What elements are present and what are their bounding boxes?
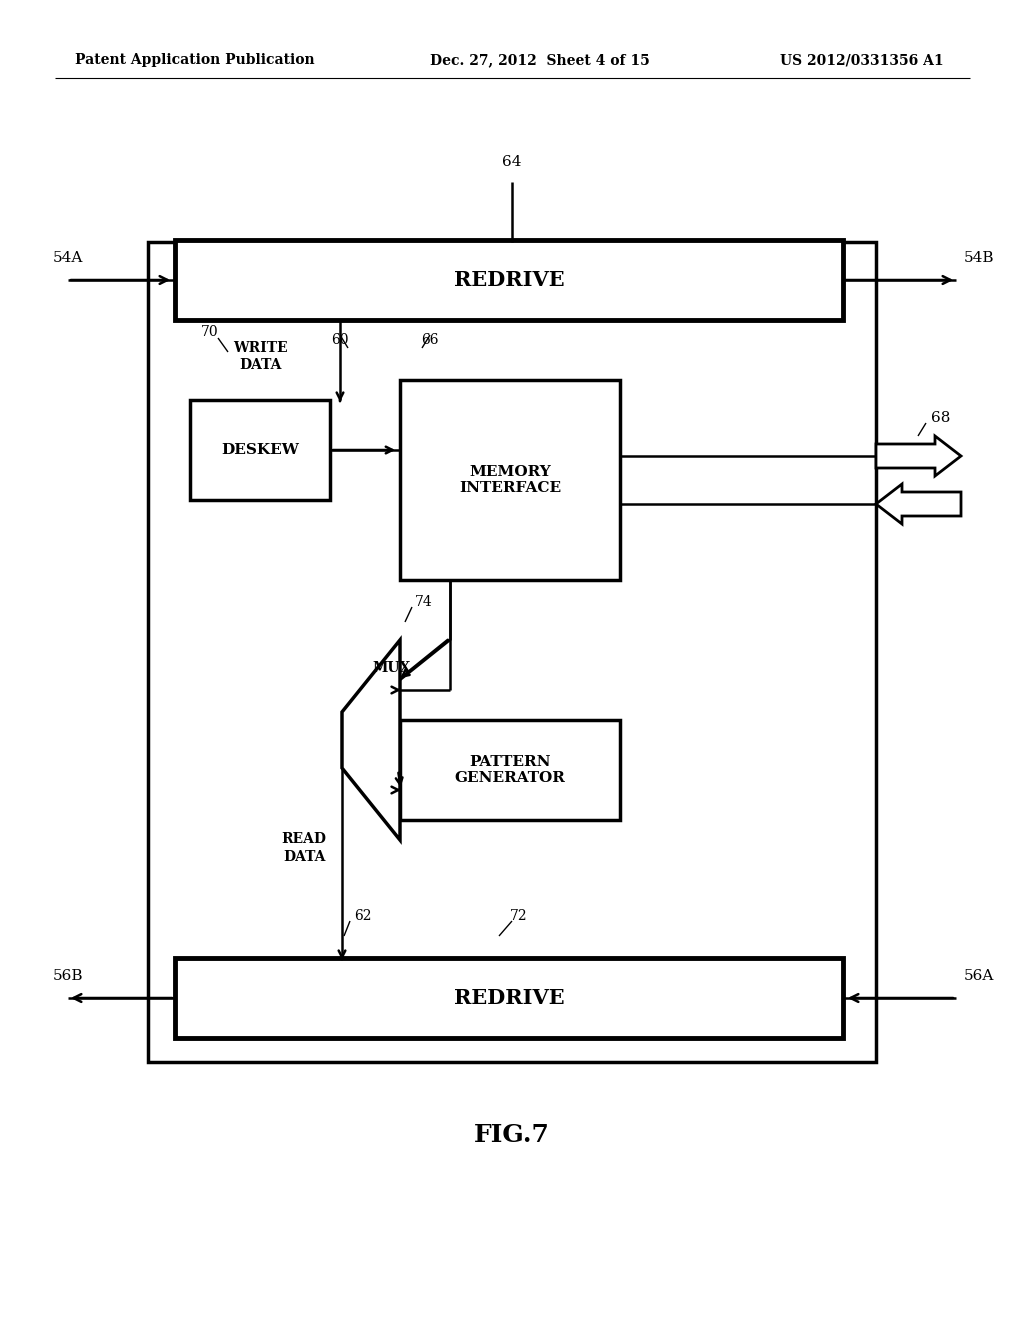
Bar bbox=[175, 240, 843, 319]
Text: DESKEW: DESKEW bbox=[221, 444, 299, 457]
Bar bbox=[148, 242, 876, 1063]
Text: REDRIVE: REDRIVE bbox=[454, 271, 564, 290]
Text: 56B: 56B bbox=[53, 969, 83, 983]
Text: MUX: MUX bbox=[372, 661, 411, 675]
Text: DATA: DATA bbox=[239, 358, 282, 372]
Bar bbox=[400, 719, 620, 820]
Text: 62: 62 bbox=[354, 909, 372, 923]
Text: PATTERN
GENERATOR: PATTERN GENERATOR bbox=[455, 755, 565, 785]
Text: 56A: 56A bbox=[964, 969, 994, 983]
Text: 66: 66 bbox=[421, 333, 438, 347]
Text: 68: 68 bbox=[931, 411, 950, 425]
Text: Dec. 27, 2012  Sheet 4 of 15: Dec. 27, 2012 Sheet 4 of 15 bbox=[430, 53, 650, 67]
Text: WRITE: WRITE bbox=[232, 341, 288, 355]
Text: MEMORY
INTERFACE: MEMORY INTERFACE bbox=[459, 465, 561, 495]
Text: REDRIVE: REDRIVE bbox=[454, 987, 564, 1008]
Text: 54B: 54B bbox=[964, 251, 994, 265]
Bar bbox=[190, 400, 330, 500]
Text: 54A: 54A bbox=[53, 251, 83, 265]
Text: Patent Application Publication: Patent Application Publication bbox=[75, 53, 314, 67]
Text: 64: 64 bbox=[502, 154, 522, 169]
Polygon shape bbox=[876, 484, 961, 524]
Text: 72: 72 bbox=[510, 909, 527, 923]
Polygon shape bbox=[876, 436, 961, 477]
Text: READ: READ bbox=[282, 832, 327, 846]
Bar bbox=[175, 958, 843, 1038]
Text: 60: 60 bbox=[331, 333, 349, 347]
Text: DATA: DATA bbox=[283, 850, 326, 865]
Bar bbox=[400, 380, 620, 579]
Text: 74: 74 bbox=[415, 595, 433, 609]
Text: US 2012/0331356 A1: US 2012/0331356 A1 bbox=[780, 53, 944, 67]
Text: FIG.7: FIG.7 bbox=[474, 1123, 550, 1147]
Polygon shape bbox=[342, 640, 400, 840]
Text: 70: 70 bbox=[201, 325, 219, 339]
